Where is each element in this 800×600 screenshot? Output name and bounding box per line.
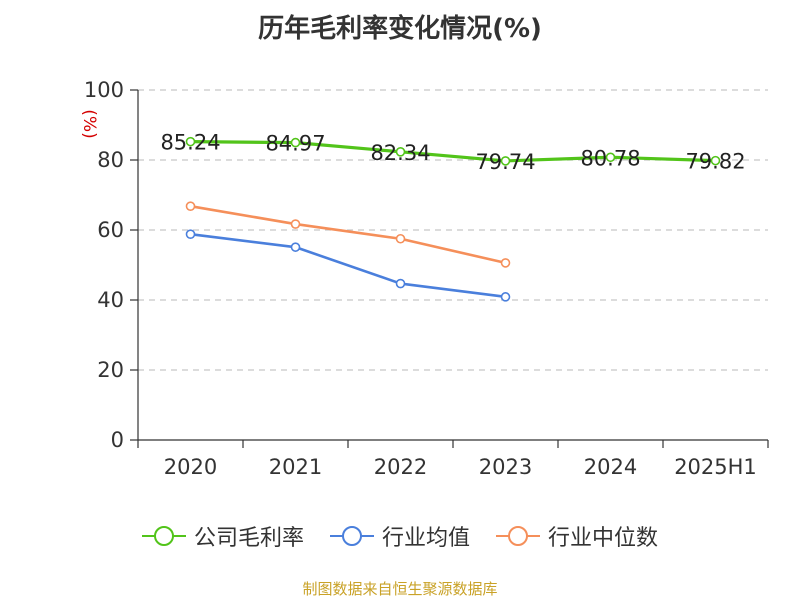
data-label: 79.74 — [475, 150, 535, 174]
y-axis-label: (%) — [79, 109, 99, 138]
data-point — [605, 152, 616, 163]
data-point — [395, 278, 406, 289]
y-tick-label: 60 — [97, 218, 124, 242]
data-point — [185, 229, 196, 239]
series-line — [190, 204, 506, 265]
x-tick-label: 2022 — [374, 455, 427, 479]
legend-label: 公司毛利率 — [193, 526, 304, 551]
legend-marker-icon — [496, 526, 540, 546]
data-label: 79.82 — [685, 150, 745, 174]
legend-item[interactable]: 行业均值 — [329, 520, 470, 552]
x-tick-label: 2023 — [479, 455, 532, 479]
y-tick-label: 20 — [97, 358, 124, 382]
data-point — [290, 242, 301, 252]
data-point — [395, 147, 406, 157]
y-tick-label: 0 — [111, 428, 124, 452]
data-label: 85.24 — [160, 131, 220, 155]
data-label: 82.34 — [370, 141, 430, 165]
series-line — [190, 232, 506, 299]
data-point — [500, 156, 511, 166]
data-point — [500, 258, 511, 268]
y-tick-label: 80 — [97, 148, 124, 172]
series-lines — [185, 136, 721, 302]
legend-marker-icon — [329, 526, 374, 546]
x-tick-label: 2020 — [164, 455, 217, 479]
data-label: 80.78 — [580, 146, 640, 170]
source-note: 制图数据来自恒生聚源数据库 — [302, 580, 498, 598]
legend-marker-icon — [141, 526, 186, 546]
data-point — [185, 201, 196, 211]
data-label: 84.97 — [265, 132, 325, 156]
data-labels: 85.24 84.97 82.34 79.74 80.78 79.82 — [160, 131, 745, 174]
series-line — [190, 140, 716, 163]
data-point — [185, 136, 196, 147]
chart-title: 历年毛利率变化情况(%) — [258, 14, 542, 44]
x-tick-label: 2025H1 — [674, 455, 757, 479]
data-point — [500, 292, 511, 302]
y-tick-label: 40 — [97, 288, 124, 312]
legend-label: 行业均值 — [381, 526, 470, 551]
legend: 公司毛利率 行业均值 行业中位数 — [0, 518, 800, 554]
legend-item[interactable]: 行业中位数 — [496, 520, 658, 552]
grid-lines — [138, 89, 768, 371]
legend-item[interactable]: 公司毛利率 — [141, 520, 304, 552]
legend-label: 行业中位数 — [548, 526, 659, 551]
data-point — [395, 233, 406, 244]
data-point — [290, 219, 301, 229]
y-tick-label: 100 — [84, 78, 124, 102]
data-point — [290, 137, 301, 148]
x-tick-label: 2021 — [269, 455, 322, 479]
data-point — [710, 155, 721, 166]
x-tick-label: 2024 — [584, 455, 637, 479]
axes: 0 20 40 60 80 100 2020 2021 2022 2023 2024 2025H1 — [84, 78, 769, 479]
